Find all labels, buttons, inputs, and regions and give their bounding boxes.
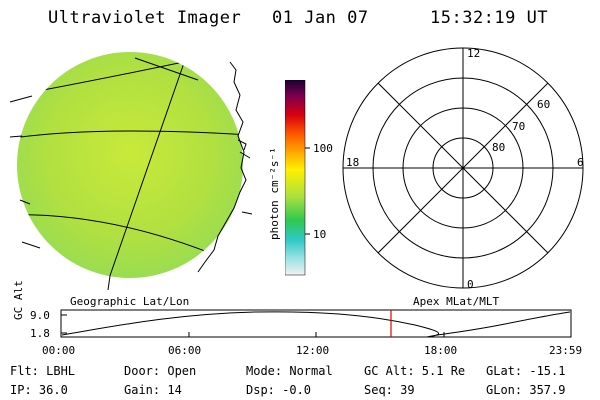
earth-image — [9, 52, 253, 290]
ytick-9: 9.0 — [30, 309, 50, 322]
ip-value: IP: 36.0 — [10, 383, 68, 397]
xtick-1200: 12:00 — [296, 344, 330, 357]
filter-value: Flt: LBHL — [10, 364, 76, 378]
mlt-label-6: 6 — [577, 156, 584, 169]
earth-disk — [17, 52, 243, 278]
gc-alt-axis-label: GC Alt — [12, 280, 25, 320]
color-scale-bar — [285, 80, 310, 276]
colorbar-tick-10: 10 — [313, 228, 327, 241]
time-label: 15:32:19 UT — [430, 8, 549, 28]
mlt-label-18: 18 — [346, 156, 360, 169]
seq-value: Seq: 39 — [364, 383, 415, 397]
xtick-2359: 23:59 — [549, 344, 583, 357]
gain-value: Gain: 14 — [124, 383, 182, 397]
coastline — [197, 61, 247, 273]
colorbar-label: photon cm⁻²s⁻¹ — [268, 147, 281, 240]
date-label: 01 Jan 07 — [272, 8, 369, 28]
ytick-1-8: 1.8 — [30, 327, 50, 340]
glon-value: GLon: 357.9 — [486, 383, 566, 397]
geographic-latlon-label: Geographic Lat/Lon — [70, 295, 190, 308]
apex-mlat-mlt-label: Apex MLat/MLT — [413, 295, 500, 308]
door-status: Door: Open — [124, 364, 197, 378]
mlt-label-12: 12 — [467, 47, 481, 60]
gc-alt-value: GC Alt: 5.1 Re — [364, 364, 466, 378]
lat-label-70: 70 — [512, 120, 526, 133]
colorbar-tick-100: 100 — [313, 142, 333, 155]
mode-value: Mode: Normal — [246, 364, 333, 378]
xtick-1800: 18:00 — [424, 344, 458, 357]
lat-label-80: 80 — [492, 141, 506, 154]
altitude-curve — [61, 311, 571, 338]
polar-plot — [342, 47, 584, 289]
app-title: Ultraviolet Imager — [48, 8, 242, 28]
lat-label-60: 60 — [537, 98, 551, 111]
mlt-label-0: 0 — [467, 278, 474, 291]
xtick-0000: 00:00 — [42, 344, 76, 357]
dsp-value: Dsp: -0.0 — [246, 383, 312, 397]
xtick-0600: 06:00 — [168, 344, 202, 357]
glat-value: GLat: -15.1 — [486, 364, 566, 378]
altitude-plot — [60, 309, 572, 338]
